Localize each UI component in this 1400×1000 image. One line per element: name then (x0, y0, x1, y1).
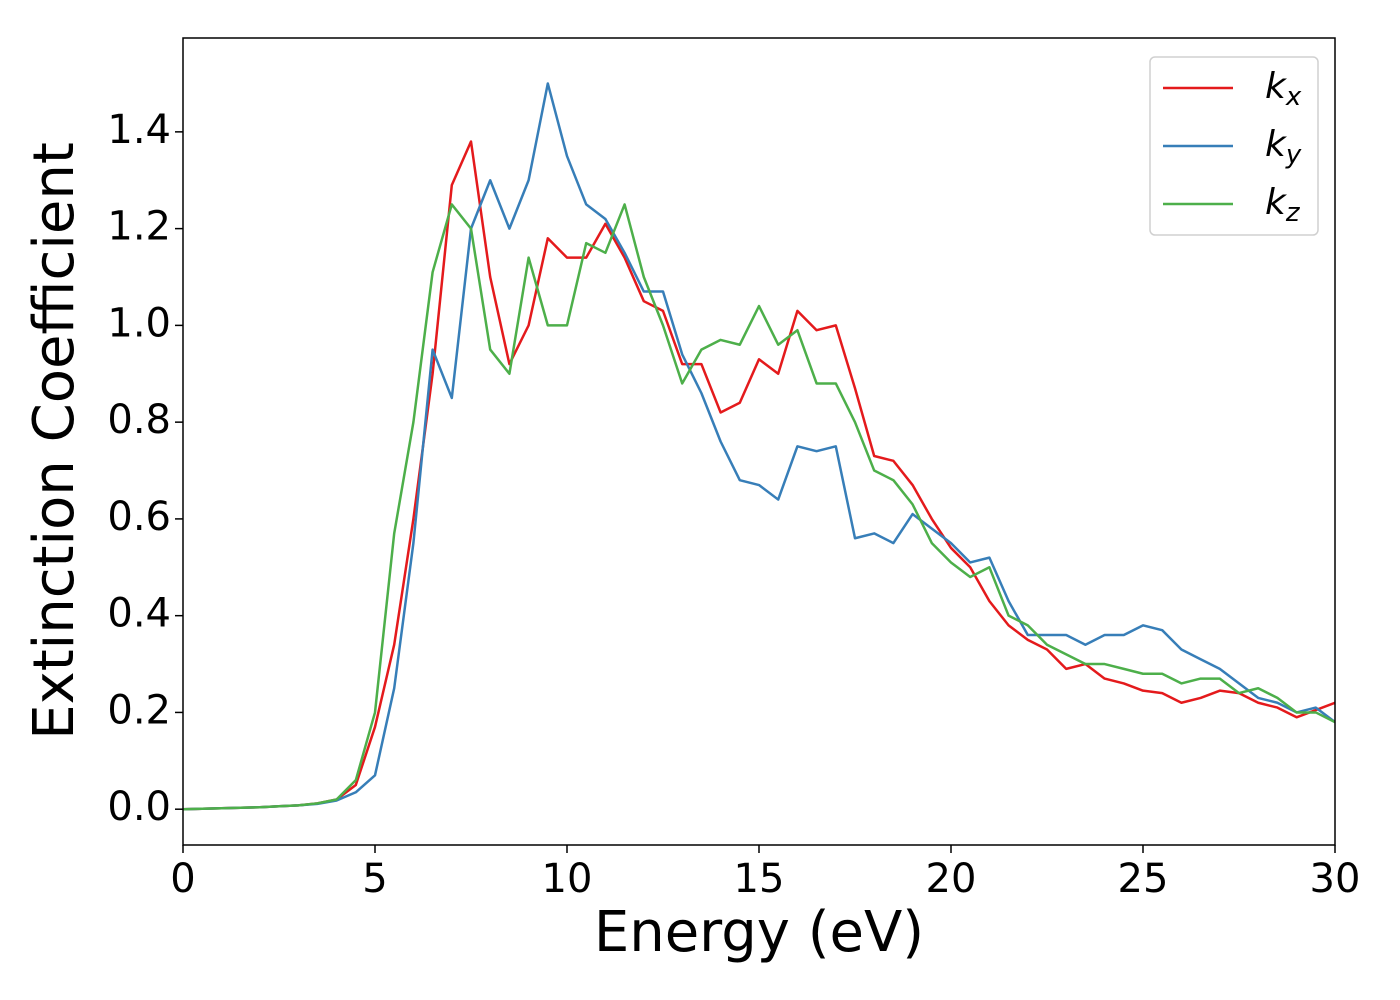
series-line (183, 140, 1335, 811)
y-tick-label: 0.4 (107, 591, 171, 637)
series-line (183, 203, 1335, 811)
x-tick-label: 25 (1118, 856, 1169, 902)
x-tick-label: 15 (734, 856, 785, 902)
y-tick-label: 1.0 (107, 300, 171, 346)
x-tick-label: 20 (926, 856, 977, 902)
x-tick-label: 0 (170, 856, 195, 902)
y-tick-label: 1.4 (107, 107, 171, 153)
legend-label: kz (1265, 182, 1301, 228)
series-line (183, 82, 1335, 811)
y-tick-label: 0.6 (107, 494, 171, 540)
legend-label: ky (1265, 124, 1302, 170)
plot-frame (182, 37, 1336, 846)
x-tick-label: 10 (542, 856, 593, 902)
x-axis-label: Energy (eV) (594, 900, 924, 965)
legend-box (1149, 56, 1319, 236)
y-tick-label: 1.2 (107, 204, 171, 250)
y-tick-label: 0.8 (107, 397, 171, 443)
legend-label: kx (1265, 66, 1302, 112)
x-tick-label: 5 (362, 856, 387, 902)
y-tick-label: 0.0 (107, 784, 171, 830)
y-axis-label: Extinction Coefficient (22, 142, 87, 740)
x-tick-label: 30 (1310, 856, 1361, 902)
y-tick-label: 0.2 (107, 687, 171, 733)
